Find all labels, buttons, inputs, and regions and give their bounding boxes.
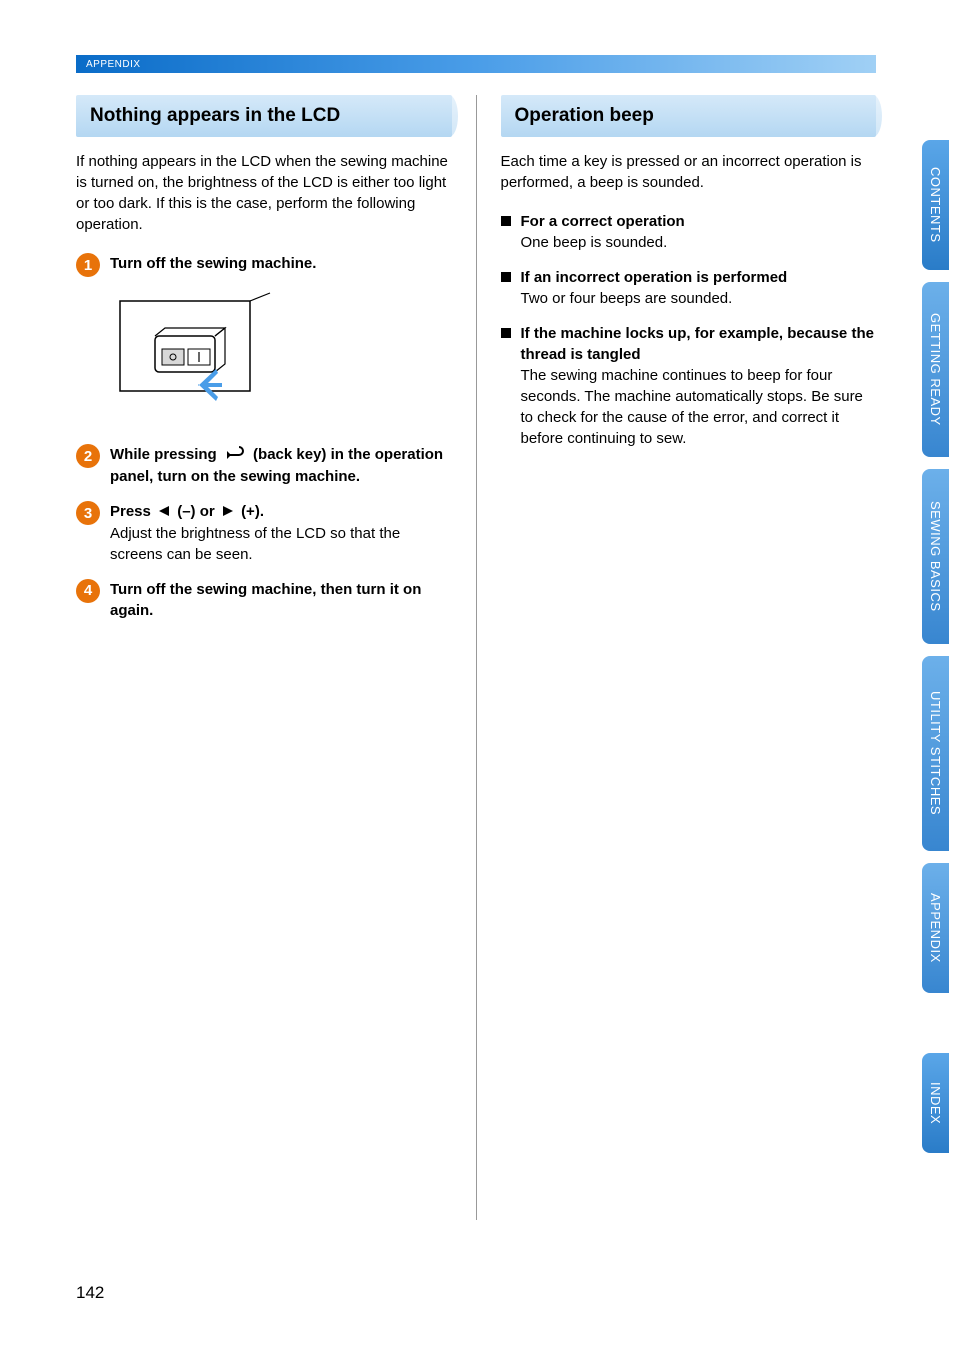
bullet-text: One beep is sounded. [521,234,668,251]
tab-contents[interactable]: CONTENTS [922,140,949,270]
column-divider [476,95,477,1220]
heading-lcd: Nothing appears in the LCD [76,95,452,137]
tab-index[interactable]: INDEX [922,1053,949,1153]
step-1: 1 Turn off the sewing machine. [76,253,452,277]
step-body-text: Adjust the brightness of the LCD so that… [110,525,400,563]
step-bold-text: (+). [241,503,264,520]
bullet-body: If an incorrect operation is performed T… [521,267,877,309]
bullet-text: Two or four beeps are sounded. [521,290,733,307]
curve-icon [864,95,882,137]
step-number-badge: 4 [76,579,100,603]
heading-lcd-text: Nothing appears in the LCD [90,105,340,126]
right-arrow-icon [221,502,235,523]
intro-text: Each time a key is pressed or an incorre… [501,151,877,193]
step-3: 3 Press (–) or (+). Adjust the brightnes… [76,501,452,565]
step-bold-text: Turn off the sewing machine. [110,255,316,272]
heading-decorative-curves [420,95,458,137]
left-column: Nothing appears in the LCD If nothing ap… [76,95,452,1220]
heading-decorative-curves [844,95,882,137]
step-4: 4 Turn off the sewing machine, then turn… [76,579,452,621]
step-body: Turn off the sewing machine. [110,253,452,274]
intro-text: If nothing appears in the LCD when the s… [76,151,452,235]
bullet-bold: For a correct operation [521,213,685,230]
step-bold-text: (–) or [177,503,219,520]
step-2: 2 While pressing (back key) in the opera… [76,444,452,487]
step-number-badge: 3 [76,501,100,525]
bullet-bold: If an incorrect operation is performed [521,269,788,286]
step-bold-text: Press [110,503,155,520]
bullet-text: The sewing machine continues to beep for… [521,367,863,447]
content-area: Nothing appears in the LCD If nothing ap… [76,95,876,1220]
left-arrow-icon [157,502,171,523]
bullet-body: If the machine locks up, for example, be… [521,323,877,449]
header-bar: APPENDIX [76,55,876,73]
tab-getting-ready[interactable]: GETTING READY [922,282,949,457]
step-body: While pressing (back key) in the operati… [110,444,452,487]
step-body: Press (–) or (+). Adjust the brightness … [110,501,452,565]
step-bold-text: Turn off the sewing machine, then turn i… [110,581,421,619]
switch-illustration [110,291,452,416]
step-body: Turn off the sewing machine, then turn i… [110,579,452,621]
step-number-badge: 1 [76,253,100,277]
right-column: Operation beep Each time a key is presse… [501,95,877,1220]
bullet-body: For a correct operation One beep is soun… [521,211,877,253]
page-number: 142 [76,1283,104,1303]
heading-beep: Operation beep [501,95,877,137]
bullet-square-icon [501,272,511,282]
tab-sewing-basics[interactable]: SEWING BASICS [922,469,949,644]
step-bold-text: While pressing [110,446,221,463]
tab-utility-stitches[interactable]: UTILITY STITCHES [922,656,949,851]
curve-icon [420,95,438,137]
bullet-3: If the machine locks up, for example, be… [501,323,877,449]
tab-appendix[interactable]: APPENDIX [922,863,949,993]
bullet-square-icon [501,328,511,338]
header-label: APPENDIX [86,59,141,70]
bullet-1: For a correct operation One beep is soun… [501,211,877,253]
back-key-icon [223,444,247,466]
bullet-square-icon [501,216,511,226]
bullet-2: If an incorrect operation is performed T… [501,267,877,309]
curve-icon [844,95,862,137]
side-tabs: CONTENTS GETTING READY SEWING BASICS UTI… [922,140,954,1165]
step-number-badge: 2 [76,444,100,468]
bullet-bold: If the machine locks up, for example, be… [521,325,874,363]
heading-beep-text: Operation beep [515,105,654,126]
curve-icon [440,95,458,137]
